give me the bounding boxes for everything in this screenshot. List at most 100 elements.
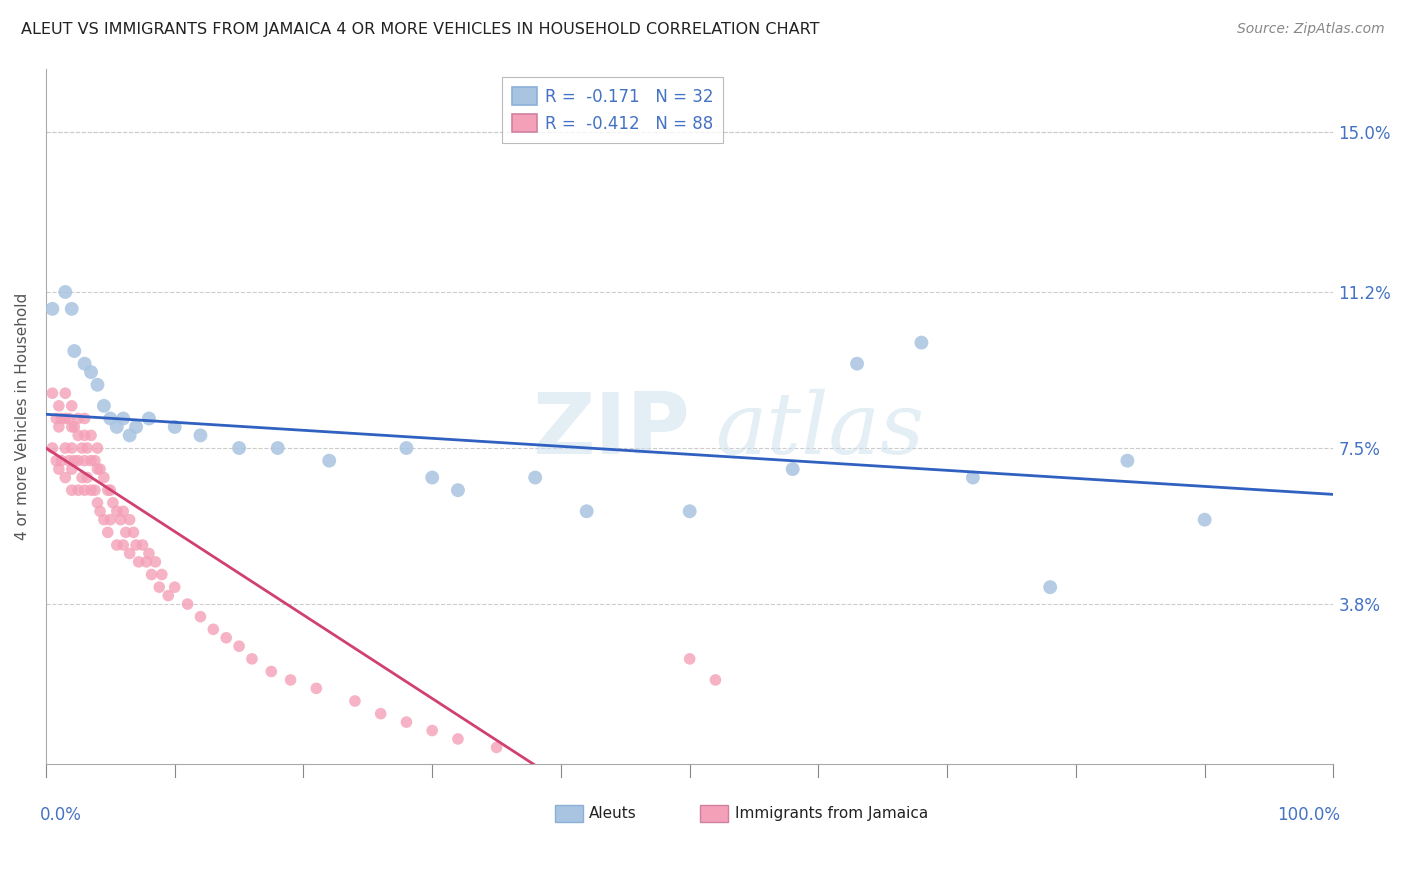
Point [98, 513, 121, 527]
Point [73, 428, 96, 442]
Point [163, 420, 186, 434]
Point [63, 420, 86, 434]
Point [157, 589, 180, 603]
Text: Aleuts: Aleuts [589, 806, 637, 822]
Point [679, 504, 702, 518]
Point [105, 504, 128, 518]
Text: Source: ZipAtlas.com: Source: ZipAtlas.com [1237, 22, 1385, 37]
Point [215, 631, 238, 645]
Point [67, 428, 90, 442]
Point [910, 335, 932, 350]
Text: ZIP: ZIP [531, 389, 690, 472]
Point [114, 525, 136, 540]
Text: Immigrants from Jamaica: Immigrants from Jamaica [735, 806, 928, 822]
Point [80, 483, 103, 498]
Point [485, 740, 508, 755]
Point [1116, 453, 1139, 467]
Point [395, 715, 418, 730]
Point [76, 441, 98, 455]
Point [267, 441, 290, 455]
Point [112, 411, 135, 425]
Point [176, 597, 198, 611]
Point [53, 386, 76, 401]
Point [93, 470, 115, 484]
Point [112, 504, 135, 518]
Point [190, 428, 212, 442]
Point [58, 453, 80, 467]
Point [524, 470, 547, 484]
Point [679, 652, 702, 666]
Point [575, 504, 598, 518]
Point [41, 441, 63, 455]
Point [145, 555, 167, 569]
Point [48, 399, 70, 413]
Point [51, 453, 73, 467]
Point [260, 665, 283, 679]
Point [98, 411, 121, 425]
Point [41, 386, 63, 401]
Point [447, 731, 470, 746]
Point [86, 496, 108, 510]
Point [67, 483, 90, 498]
Text: 100.0%: 100.0% [1277, 806, 1340, 824]
Point [280, 673, 302, 687]
Point [125, 538, 148, 552]
Point [60, 301, 83, 316]
Point [60, 441, 83, 455]
Point [447, 483, 470, 498]
Point [67, 411, 90, 425]
Point [1039, 580, 1062, 594]
Point [202, 623, 225, 637]
Point [704, 673, 727, 687]
Point [93, 399, 115, 413]
Point [150, 567, 173, 582]
Point [83, 453, 105, 467]
Point [63, 453, 86, 467]
Point [86, 441, 108, 455]
Point [53, 411, 76, 425]
Point [86, 462, 108, 476]
Point [128, 555, 150, 569]
Bar [700, 805, 728, 822]
Point [60, 420, 83, 434]
Point [395, 441, 418, 455]
Point [228, 441, 250, 455]
Legend: R =  -0.171   N = 32, R =  -0.412   N = 88: R = -0.171 N = 32, R = -0.412 N = 88 [502, 77, 723, 143]
Point [70, 470, 93, 484]
Bar [554, 805, 583, 822]
Point [80, 453, 103, 467]
Point [97, 525, 120, 540]
Point [420, 723, 443, 738]
Point [105, 538, 128, 552]
Point [73, 453, 96, 467]
Point [60, 399, 83, 413]
Point [80, 428, 103, 442]
Point [343, 694, 366, 708]
Point [148, 580, 170, 594]
Point [89, 504, 111, 518]
Point [86, 377, 108, 392]
Point [1194, 513, 1216, 527]
Point [118, 546, 141, 560]
Point [76, 470, 98, 484]
Point [73, 357, 96, 371]
Point [228, 639, 250, 653]
Point [51, 411, 73, 425]
Point [83, 483, 105, 498]
Point [58, 411, 80, 425]
Point [118, 513, 141, 527]
Point [135, 555, 157, 569]
Point [110, 513, 132, 527]
Point [80, 365, 103, 379]
Point [45, 411, 67, 425]
Point [112, 538, 135, 552]
Point [131, 538, 153, 552]
Text: atlas: atlas [716, 389, 925, 472]
Point [318, 453, 340, 467]
Point [846, 357, 869, 371]
Point [163, 580, 186, 594]
Point [138, 411, 160, 425]
Point [370, 706, 392, 721]
Point [73, 483, 96, 498]
Point [138, 546, 160, 560]
